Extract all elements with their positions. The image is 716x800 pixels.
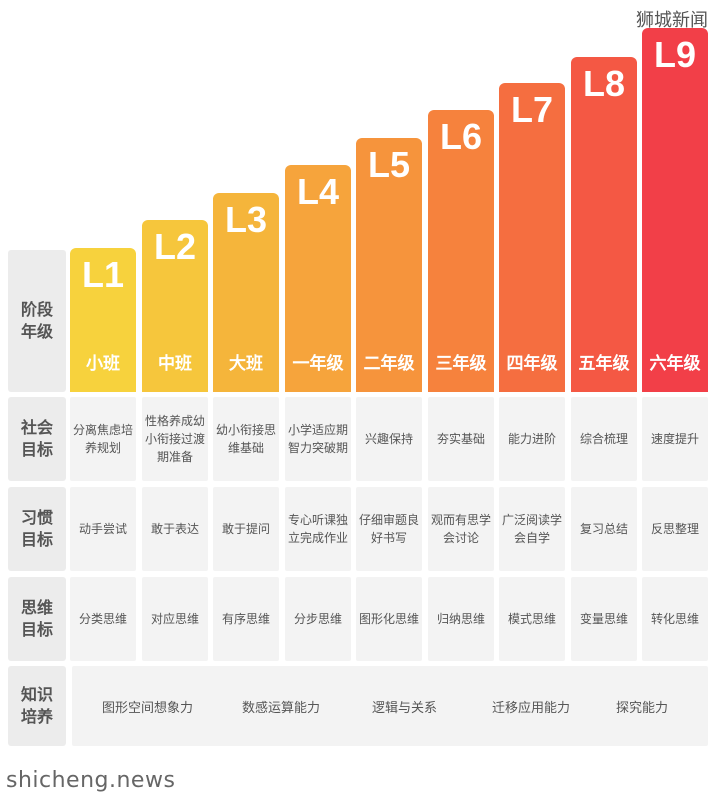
knowledge-item: 逻辑与关系	[372, 700, 438, 716]
level-label: L5	[367, 144, 410, 185]
cell-text: 归纳思维	[436, 612, 485, 626]
habit-goal-cell: 反思整理	[642, 487, 708, 571]
grade-label: 三年级	[435, 354, 487, 374]
level-bar-6: L6 三年级	[428, 110, 494, 392]
thinking-goal-cell: 转化思维	[642, 577, 708, 661]
social-goal-cell: 能力进阶	[499, 397, 565, 481]
social-goal-cell: 综合梳理	[571, 397, 637, 481]
habit-goal-cell: 复习总结	[571, 487, 637, 571]
level-bar-1: L1 小班	[70, 248, 136, 392]
cell-text: 分步思维	[293, 612, 342, 626]
social-goal-cell: 性格养成幼小衔接过渡期准备	[142, 397, 208, 481]
thinking-goal-cell: 图形化思维	[356, 577, 422, 661]
cell-text: 反思整理	[650, 522, 699, 536]
level-label: L1	[81, 254, 124, 295]
cell-text: 敢于表达	[150, 522, 199, 536]
cell-text: 速度提升	[650, 432, 699, 446]
cell-text: 图形化思维	[358, 612, 419, 626]
grade-label: 一年级	[292, 354, 344, 374]
grade-label: 中班	[158, 354, 192, 374]
social-goal-cell: 分离焦虑培养规划	[70, 397, 136, 481]
cell-text: 能力进阶	[507, 432, 556, 446]
knowledge-item: 迁移应用能力	[492, 700, 571, 716]
cell-text: 变量思维	[579, 612, 628, 626]
knowledge-item: 图形空间想象力	[102, 700, 194, 716]
level-label: L7	[510, 89, 553, 130]
cell-text: 动手尝试	[78, 522, 127, 536]
watermark-bottom: shicheng.news	[6, 768, 176, 793]
thinking-goal-cell: 对应思维	[142, 577, 208, 661]
social-goal-cell: 夯实基础	[428, 397, 494, 481]
habit-goal-cell: 广泛阅读学会自学	[499, 487, 565, 571]
row-header-label: 阶段年级	[20, 300, 53, 341]
level-bar-3: L3 大班	[213, 193, 279, 392]
cell-text: 对应思维	[150, 612, 199, 626]
level-bar-9: L9 六年级	[642, 28, 708, 392]
knowledge-row: 图形空间想象力 数感运算能力 逻辑与关系 迁移应用能力 探究能力	[72, 666, 708, 746]
cell-text: 幼小衔接思维基础	[215, 423, 276, 455]
row-header-habit: 习惯目标	[8, 487, 66, 571]
cell-text: 复习总结	[579, 522, 628, 536]
habit-goal-cell: 动手尝试	[70, 487, 136, 571]
cell-text: 小学适应期智力突破期	[287, 423, 348, 455]
cell-text: 广泛阅读学会自学	[501, 513, 562, 545]
level-bar-2: L2 中班	[142, 220, 208, 392]
grade-label: 二年级	[363, 354, 415, 374]
grade-label: 大班	[229, 354, 263, 374]
grade-label: 六年级	[649, 354, 701, 374]
row-header-label: 知识培养	[20, 685, 53, 726]
habit-goal-cell: 观而有思学会讨论	[428, 487, 494, 571]
thinking-goal-cell: 有序思维	[213, 577, 279, 661]
cell-text: 专心听课独立完成作业	[287, 513, 348, 545]
level-label: L3	[224, 199, 267, 240]
grade-label: 小班	[86, 354, 120, 374]
cell-text: 夯实基础	[436, 432, 485, 446]
habit-goal-cell: 仔细审题良好书写	[356, 487, 422, 571]
social-goal-cell: 幼小衔接思维基础	[213, 397, 279, 481]
thinking-goal-cell: 分类思维	[70, 577, 136, 661]
level-bar-4: L4 一年级	[285, 165, 351, 392]
social-goal-cell: 速度提升	[642, 397, 708, 481]
cell-text: 转化思维	[650, 612, 699, 626]
level-label: L4	[296, 171, 339, 212]
row-header-stage: 阶段年级	[8, 250, 66, 392]
level-label: L6	[439, 116, 482, 157]
knowledge-item: 数感运算能力	[242, 700, 321, 716]
row-header-social: 社会目标	[8, 397, 66, 481]
knowledge-item: 探究能力	[616, 700, 669, 716]
level-bar-5: L5 二年级	[356, 138, 422, 392]
row-header-knowledge: 知识培养	[8, 666, 66, 746]
row-header-label: 习惯目标	[20, 508, 53, 549]
cell-text: 敢于提问	[221, 522, 270, 536]
cell-text: 兴趣保持	[364, 432, 413, 446]
level-bar-7: L7 四年级	[499, 83, 565, 392]
grade-label: 五年级	[578, 354, 630, 374]
level-label: L9	[653, 34, 696, 75]
cell-text: 模式思维	[507, 612, 556, 626]
thinking-goal-cell: 归纳思维	[428, 577, 494, 661]
cell-text: 分类思维	[78, 612, 127, 626]
cell-text: 观而有思学会讨论	[430, 513, 491, 545]
cell-text: 有序思维	[221, 612, 270, 626]
thinking-goal-cell: 变量思维	[571, 577, 637, 661]
level-label: L8	[582, 63, 625, 104]
row-header-thinking: 思维目标	[8, 577, 66, 661]
level-bar-8: L8 五年级	[571, 57, 637, 392]
thinking-goal-cell: 模式思维	[499, 577, 565, 661]
habit-goal-cell: 敢于提问	[213, 487, 279, 571]
habit-goal-cell: 敢于表达	[142, 487, 208, 571]
social-goal-cell: 兴趣保持	[356, 397, 422, 481]
habit-goal-cell: 专心听课独立完成作业	[285, 487, 351, 571]
cell-text: 综合梳理	[579, 432, 628, 446]
watermark-top: 狮城新闻	[636, 10, 708, 31]
cell-text: 仔细审题良好书写	[358, 513, 419, 545]
grade-label: 四年级	[506, 354, 558, 374]
row-header-label: 思维目标	[20, 598, 53, 639]
cell-text: 分离焦虑培养规划	[72, 423, 133, 455]
cell-text: 性格养成幼小衔接过渡期准备	[144, 414, 205, 464]
level-label: L2	[153, 226, 196, 267]
row-header-label: 社会目标	[20, 418, 53, 459]
social-goal-cell: 小学适应期智力突破期	[285, 397, 351, 481]
thinking-goal-cell: 分步思维	[285, 577, 351, 661]
